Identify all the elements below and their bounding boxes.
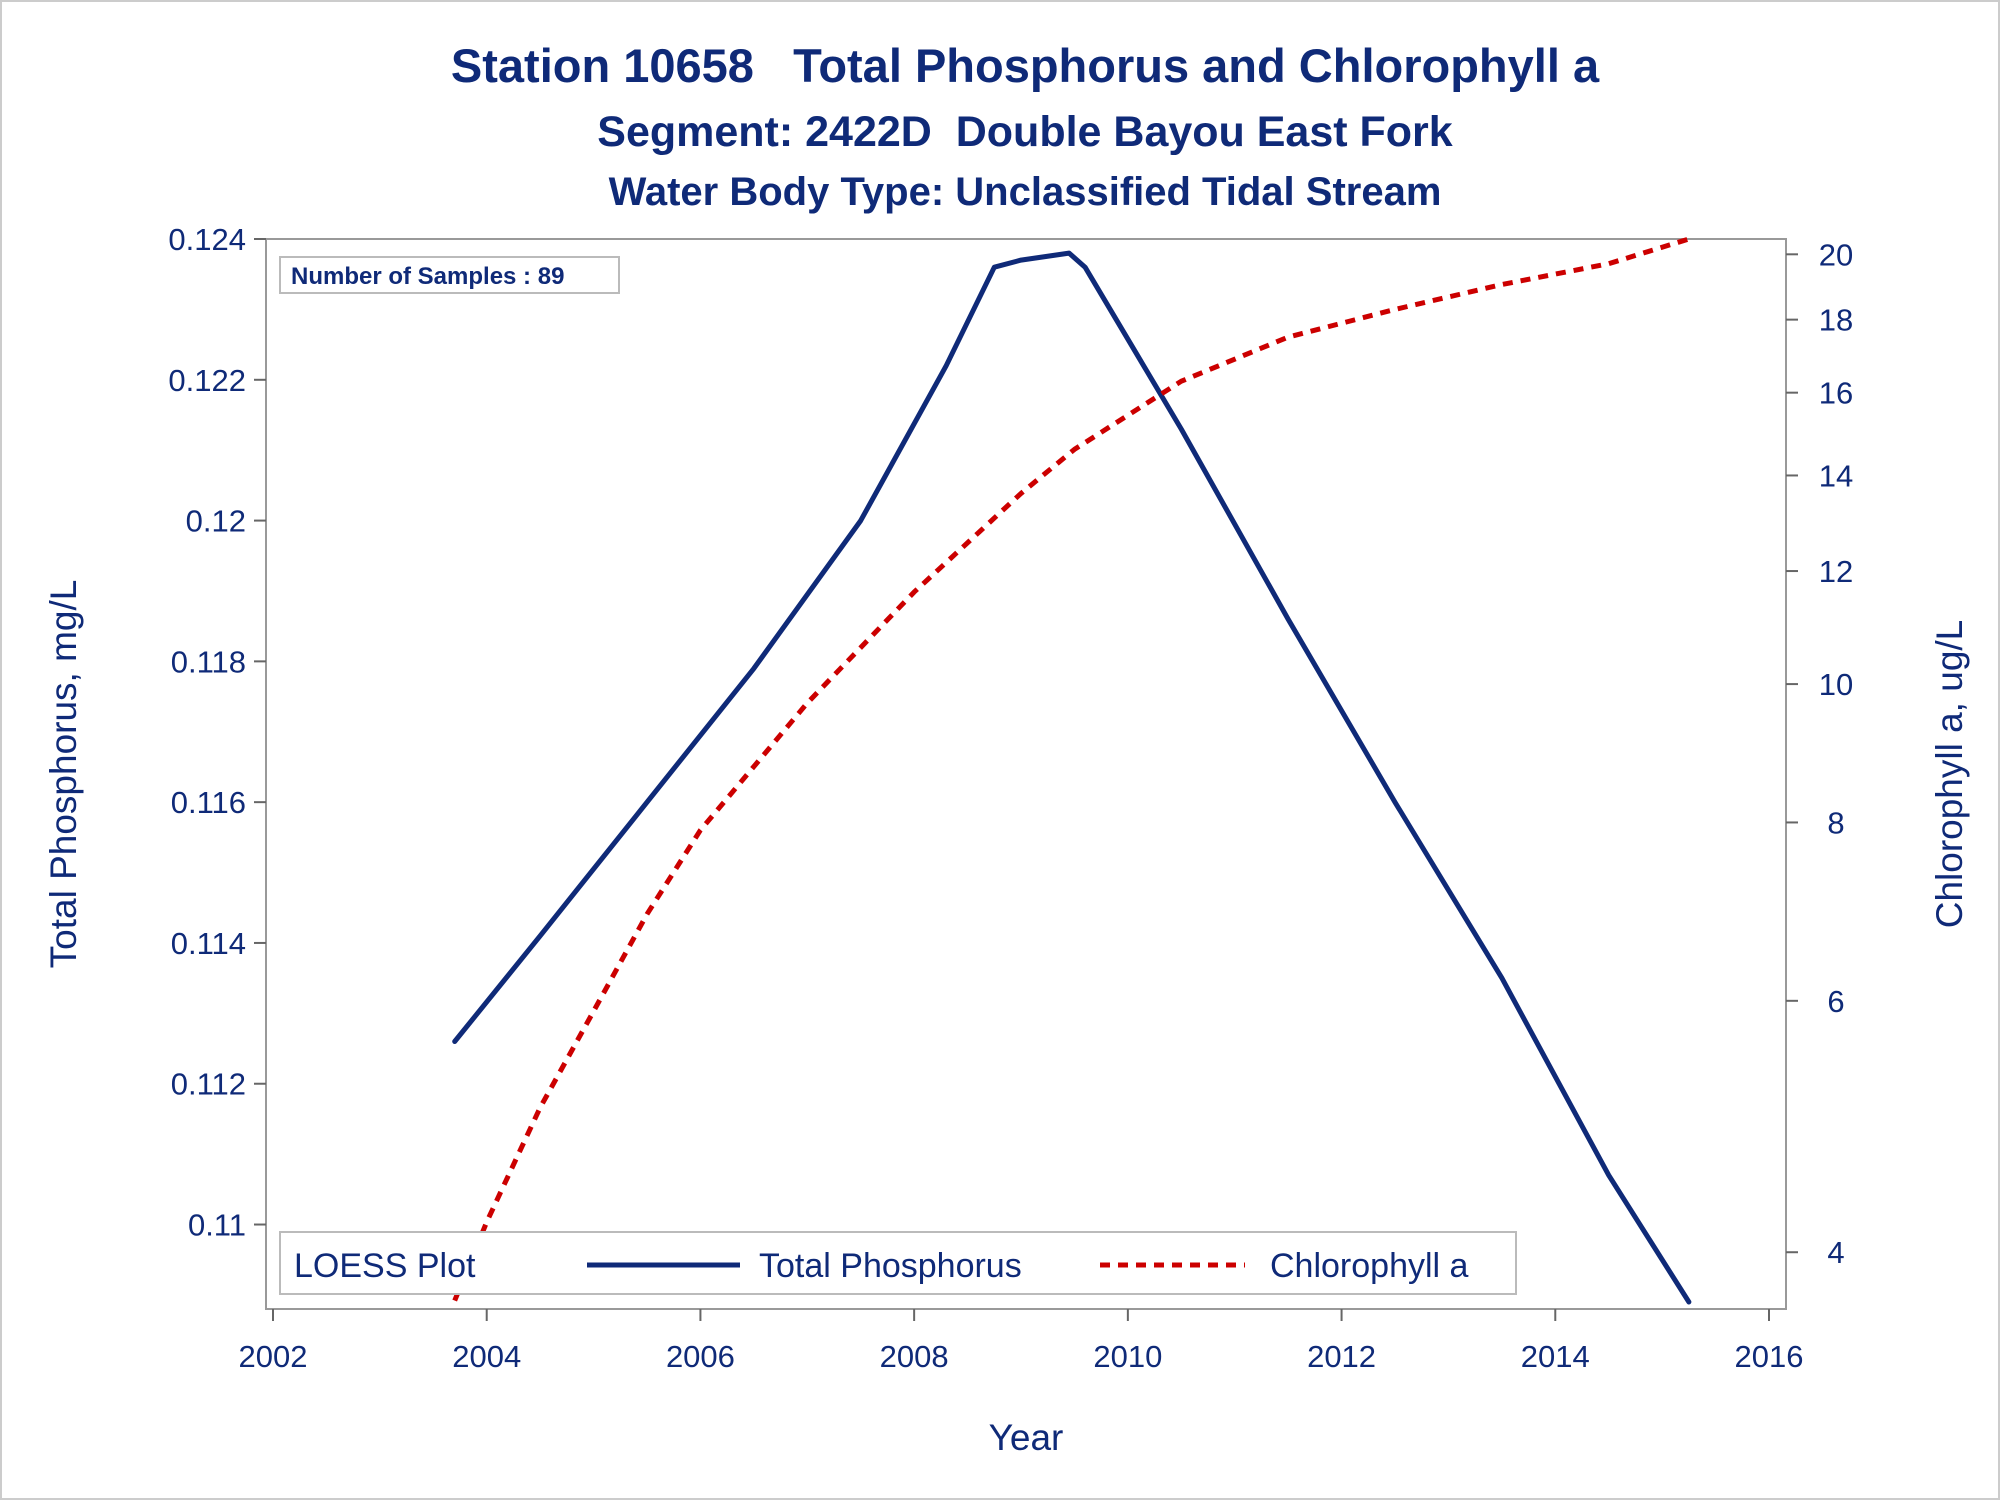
y2-tick-label: 20 xyxy=(1819,237,1853,272)
y2-tick-label: 10 xyxy=(1819,667,1853,702)
y-tick-label: 0.124 xyxy=(168,222,246,257)
y-tick-label: 0.11 xyxy=(188,1208,246,1243)
series-line-total-phosphorus xyxy=(452,250,1692,1305)
y-tick-label: 0.114 xyxy=(171,926,246,961)
legend: LOESS Plot Total Phosphorus Chlorophyll … xyxy=(279,1231,1517,1295)
legend-label-total-phosphorus: Total Phosphorus xyxy=(759,1247,1022,1285)
x-axis-label: Year xyxy=(989,1417,1064,1458)
chart-subtitle: Segment: 2422D Double Bayou East Fork xyxy=(597,108,1453,156)
legend-frame xyxy=(279,1231,1517,1295)
legend-label-chlorophyll-a: Chlorophyll a xyxy=(1270,1247,1469,1285)
y-axis: 0.11 0.112 0.114 0.116 0.118 0.12 0.122 0.124 xyxy=(168,222,266,1243)
y-tick-label: 0.12 xyxy=(186,504,246,539)
y-tick-label: 0.116 xyxy=(171,785,246,820)
x-tick-label: 2006 xyxy=(666,1339,735,1374)
y-tick-label: 0.118 xyxy=(171,644,246,679)
x-tick-label: 2002 xyxy=(239,1339,308,1374)
y2-tick-label: 18 xyxy=(1819,303,1853,338)
sample-count-frame xyxy=(279,256,620,294)
chart-title: Station 10658 Total Phosphorus and Chlor… xyxy=(451,39,1600,92)
y2-tick-label: 16 xyxy=(1819,376,1853,411)
y-tick-label: 0.112 xyxy=(171,1067,246,1102)
y2-tick-label: 14 xyxy=(1819,458,1853,493)
y2-tick-label: 6 xyxy=(1827,984,1844,1019)
x-tick-label: 2004 xyxy=(452,1339,521,1374)
x-tick-label: 2014 xyxy=(1521,1339,1590,1374)
x-tick-label: 2008 xyxy=(880,1339,949,1374)
x-tick-label: 2010 xyxy=(1093,1339,1162,1374)
x-axis: 2002 2004 2006 2008 2010 2012 2014 2016 xyxy=(239,1309,1804,1374)
sample-count-box: Number of Samples : 89 xyxy=(279,256,620,294)
chart-subtitle-2: Water Body Type: Unclassified Tidal Stre… xyxy=(609,170,1442,214)
y-axis-label: Total Phosphorus, mg/L xyxy=(43,580,84,969)
x-tick-label: 2012 xyxy=(1307,1339,1376,1374)
sample-count-text: Number of Samples : 89 xyxy=(291,263,564,290)
plot-frame xyxy=(265,238,1787,1310)
series-line-chlorophyll-a xyxy=(452,236,1690,1302)
series-group xyxy=(452,236,1692,1305)
y2-tick-label: 12 xyxy=(1819,554,1853,589)
legend-title: LOESS Plot xyxy=(294,1247,476,1285)
y2-axis-label: Chlorophyll a, ug/L xyxy=(1929,620,1970,929)
y-tick-label: 0.122 xyxy=(168,363,246,398)
x-tick-label: 2016 xyxy=(1735,1339,1804,1374)
y2-tick-label: 4 xyxy=(1827,1235,1844,1270)
y2-tick-label: 8 xyxy=(1827,805,1844,840)
y2-axis: 4 6 8 10 12 14 16 18 20 xyxy=(1786,237,1853,1270)
